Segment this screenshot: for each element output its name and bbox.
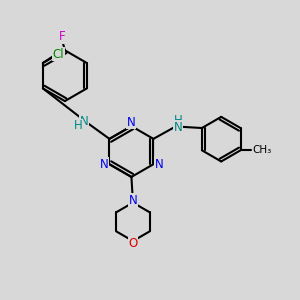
Text: N: N [80, 115, 88, 128]
Text: N: N [100, 158, 108, 171]
Text: O: O [128, 237, 138, 250]
Text: CH₃: CH₃ [252, 145, 271, 155]
Text: F: F [58, 31, 65, 44]
Text: Cl: Cl [53, 48, 64, 61]
Text: H: H [174, 114, 183, 128]
Text: N: N [129, 194, 137, 207]
Text: N: N [154, 158, 164, 171]
Text: N: N [174, 121, 183, 134]
Text: H: H [74, 119, 82, 132]
Text: N: N [127, 116, 136, 129]
